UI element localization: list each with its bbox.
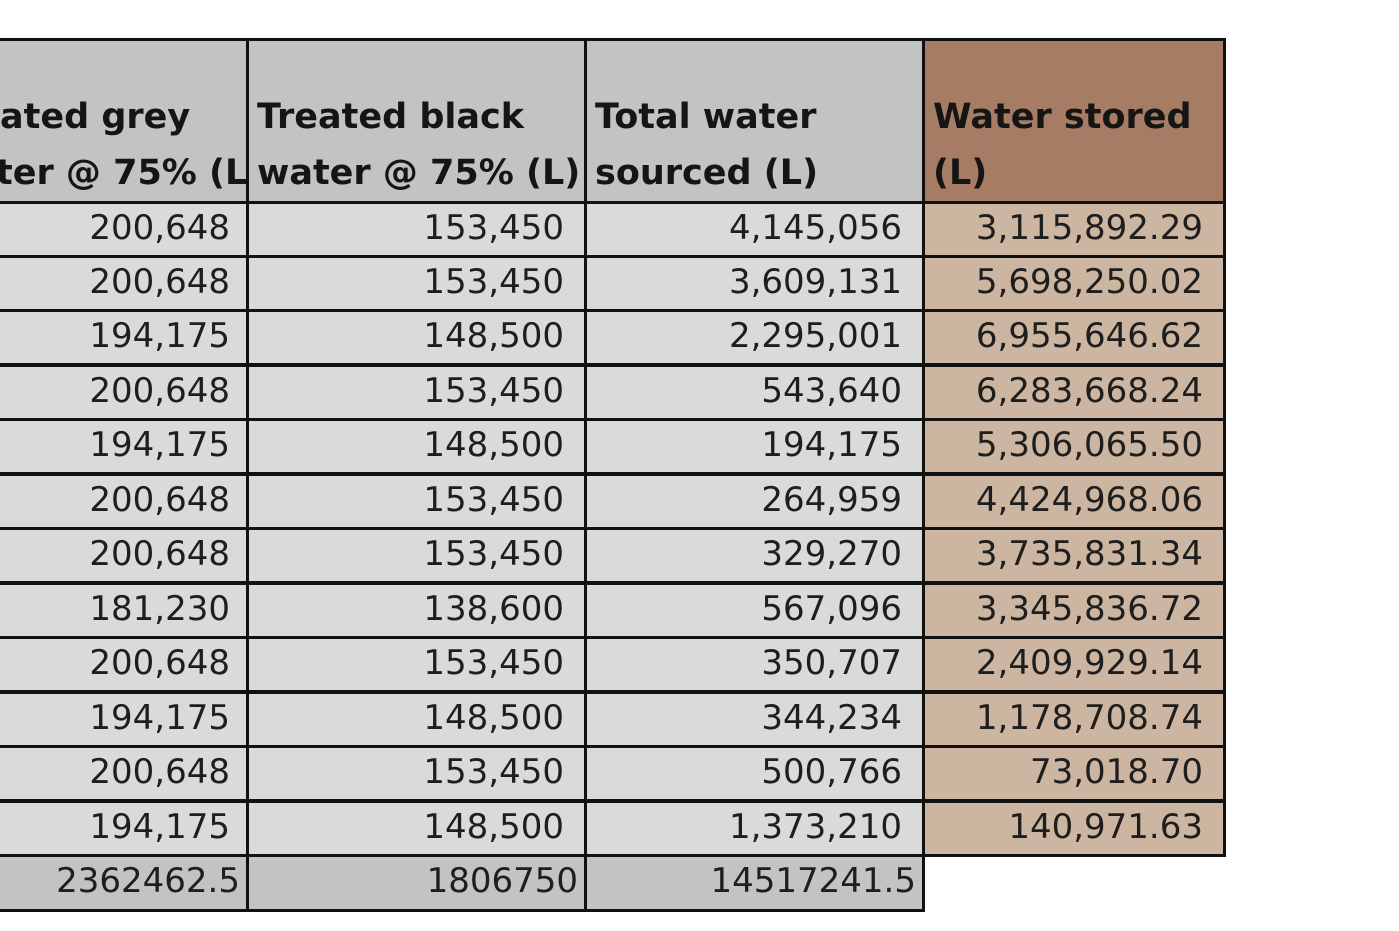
cell-grey: 181,230 <box>0 582 249 639</box>
cell-grey: 200,648 <box>0 636 249 693</box>
header-treated-grey: ated grey ter @ 75% (L) <box>0 38 249 204</box>
cell-stored: 2,409,929.14 <box>922 636 1226 693</box>
cell-grey: 194,175 <box>0 418 249 475</box>
cell-stored: 73,018.70 <box>922 745 1226 802</box>
cell-grey: 200,648 <box>0 527 249 584</box>
cell-black: 153,450 <box>246 255 587 312</box>
cell-total: 3,609,131 <box>584 255 925 312</box>
cell-black: 138,600 <box>246 582 587 639</box>
total-grey: 2362462.5 <box>0 854 249 912</box>
cell-total: 264,959 <box>584 473 925 530</box>
header-water-stored-line2: (L) <box>933 153 988 193</box>
cell-black: 148,500 <box>246 309 587 366</box>
cell-grey: 194,175 <box>0 800 249 857</box>
cell-black: 153,450 <box>246 745 587 802</box>
header-treated-black-line2: water @ 75% (L) <box>257 153 581 193</box>
cell-total: 344,234 <box>584 691 925 748</box>
cell-total: 194,175 <box>584 418 925 475</box>
total-sourced: 14517241.5 <box>584 854 925 912</box>
cell-grey: 194,175 <box>0 691 249 748</box>
cell-stored: 5,306,065.50 <box>922 418 1226 475</box>
cell-total: 500,766 <box>584 745 925 802</box>
cell-black: 153,450 <box>246 636 587 693</box>
cell-total: 543,640 <box>584 364 925 421</box>
cell-stored: 1,178,708.74 <box>922 691 1226 748</box>
cell-stored: 4,424,968.06 <box>922 473 1226 530</box>
cell-black: 153,450 <box>246 473 587 530</box>
header-total-sourced: Total water sourced (L) <box>584 38 925 204</box>
cell-black: 153,450 <box>246 364 587 421</box>
cell-black: 153,450 <box>246 201 587 258</box>
total-black: 1806750 <box>246 854 587 912</box>
cell-stored: 140,971.63 <box>922 800 1226 857</box>
cell-total: 329,270 <box>584 527 925 584</box>
header-water-stored-line1: Water stored <box>933 97 1192 137</box>
cell-total: 4,145,056 <box>584 201 925 258</box>
cell-stored: 3,115,892.29 <box>922 201 1226 258</box>
cell-black: 148,500 <box>246 691 587 748</box>
cell-black: 148,500 <box>246 418 587 475</box>
cell-grey: 200,648 <box>0 255 249 312</box>
cell-grey: 200,648 <box>0 745 249 802</box>
header-treated-grey-line2: ter @ 75% (L) <box>0 153 249 193</box>
cell-total: 567,096 <box>584 582 925 639</box>
cell-grey: 200,648 <box>0 473 249 530</box>
cell-stored: 6,955,646.62 <box>922 309 1226 366</box>
header-treated-black-line1: Treated black <box>257 97 525 137</box>
cell-stored: 3,735,831.34 <box>922 527 1226 584</box>
cell-total: 2,295,001 <box>584 309 925 366</box>
cell-stored: 3,345,836.72 <box>922 582 1226 639</box>
cell-black: 148,500 <box>246 800 587 857</box>
cell-black: 153,450 <box>246 527 587 584</box>
cell-grey: 194,175 <box>0 309 249 366</box>
header-total-sourced-line2: sourced (L) <box>595 153 819 193</box>
header-water-stored: Water stored (L) <box>922 38 1226 204</box>
cell-grey: 200,648 <box>0 201 249 258</box>
cell-grey: 200,648 <box>0 364 249 421</box>
cell-total: 350,707 <box>584 636 925 693</box>
header-treated-grey-line1: ated grey <box>0 97 191 137</box>
header-total-sourced-line1: Total water <box>595 97 817 137</box>
header-treated-black: Treated black water @ 75% (L) <box>246 38 587 204</box>
cell-stored: 6,283,668.24 <box>922 364 1226 421</box>
cell-total: 1,373,210 <box>584 800 925 857</box>
cell-stored: 5,698,250.02 <box>922 255 1226 312</box>
